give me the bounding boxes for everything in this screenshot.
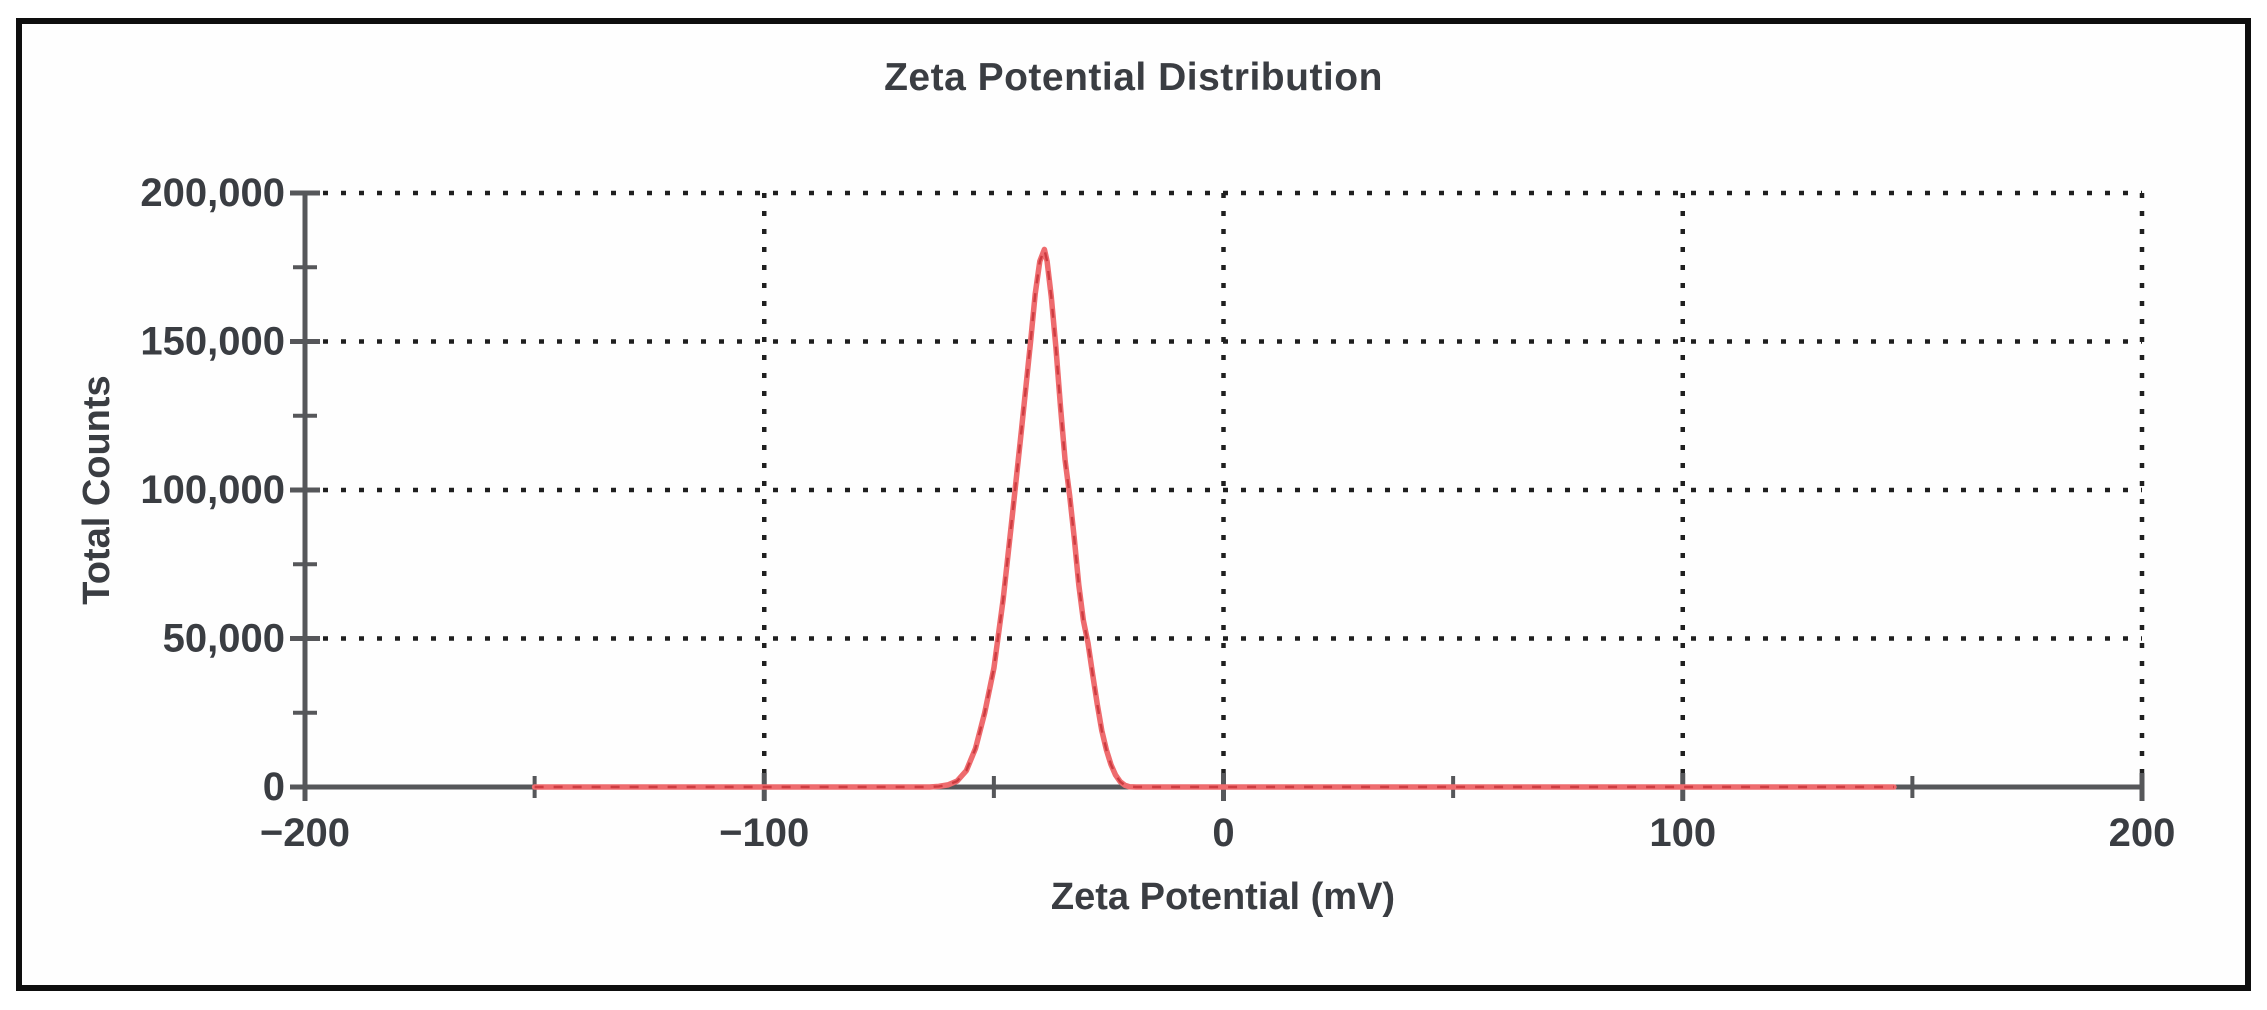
x-tick-label: 200: [2109, 811, 2176, 855]
y-tick-label: 100,000: [140, 468, 285, 512]
y-tick-label: 0: [263, 765, 285, 809]
x-tick-label: 0: [1212, 811, 1234, 855]
chart-title: Zeta Potential Distribution: [884, 56, 1383, 99]
y-tick-label: 150,000: [140, 320, 285, 364]
x-tick-label: 100: [1649, 811, 1716, 855]
y-tick-label: 50,000: [163, 617, 285, 661]
x-tick-label: −100: [719, 811, 809, 855]
figure-border: [16, 18, 2251, 991]
zeta-curve-dashes: [534, 248, 1894, 789]
x-tick-label: −200: [260, 811, 350, 855]
y-tick-label: 200,000: [140, 171, 285, 215]
x-axis-title: Zeta Potential (mV): [1050, 876, 1396, 918]
zeta-curve: [531, 246, 1897, 790]
